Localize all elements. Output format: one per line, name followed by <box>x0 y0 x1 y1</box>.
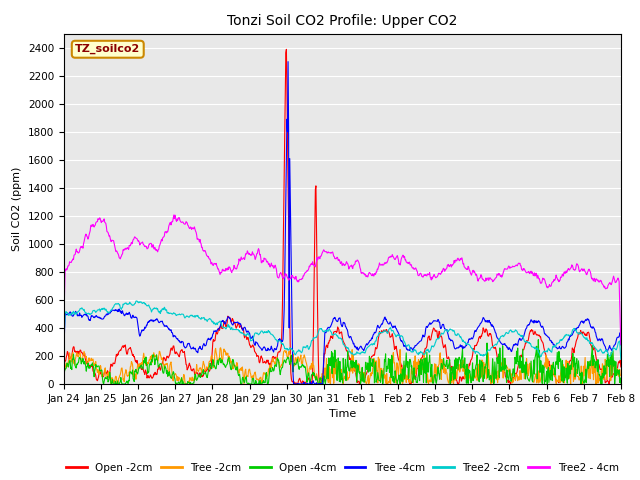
X-axis label: Time: Time <box>329 409 356 419</box>
Title: Tonzi Soil CO2 Profile: Upper CO2: Tonzi Soil CO2 Profile: Upper CO2 <box>227 14 458 28</box>
Legend: Open -2cm, Tree -2cm, Open -4cm, Tree -4cm, Tree2 -2cm, Tree2 - 4cm: Open -2cm, Tree -2cm, Open -4cm, Tree -4… <box>62 458 623 477</box>
Text: TZ_soilco2: TZ_soilco2 <box>75 44 140 54</box>
Y-axis label: Soil CO2 (ppm): Soil CO2 (ppm) <box>12 167 22 251</box>
